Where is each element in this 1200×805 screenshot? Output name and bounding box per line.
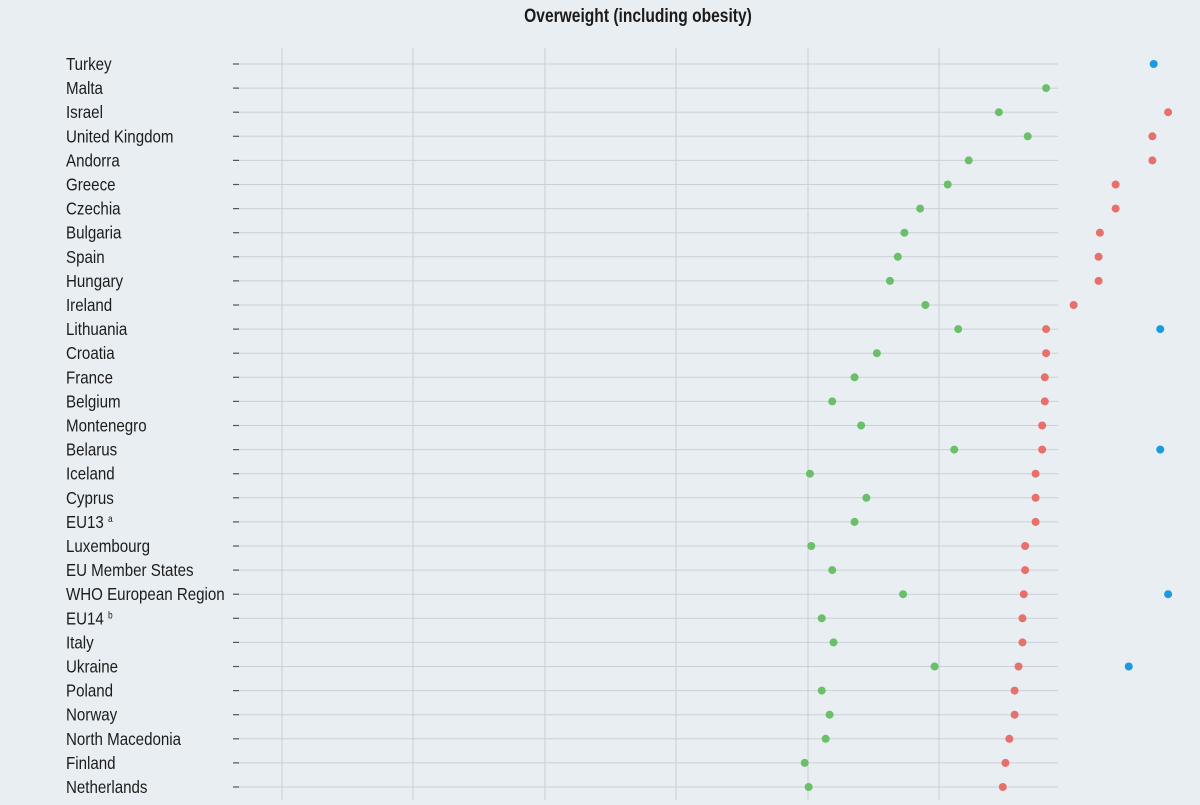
data-point: [1031, 493, 1040, 502]
data-point: [900, 228, 909, 237]
y-tick-label: Andorra: [66, 150, 120, 171]
y-tick-label: Belarus: [66, 439, 117, 460]
y-tick-label: Montenegro: [66, 415, 147, 436]
data-point: [817, 614, 826, 623]
data-point: [829, 638, 838, 647]
data-point: [921, 301, 930, 309]
y-tick-label: Norway: [66, 704, 118, 725]
data-point: [857, 421, 866, 430]
y-tick-label: EU14 b: [66, 608, 113, 629]
data-point: [1111, 204, 1120, 213]
y-tick-label: WHO European Region: [66, 584, 225, 605]
y-tick-label: Spain: [66, 247, 105, 268]
data-point: [804, 783, 813, 791]
data-point: [994, 108, 1003, 117]
data-point: [1164, 108, 1173, 117]
y-tick-label: United Kingdom: [66, 126, 174, 147]
y-tick-label: Luxembourg: [66, 536, 150, 557]
data-point: [1148, 132, 1157, 141]
y-tick-label: Croatia: [66, 343, 115, 364]
data-point: [1094, 252, 1103, 261]
y-tick-label: Greece: [66, 174, 116, 195]
data-point: [1021, 566, 1030, 575]
data-point: [1042, 349, 1051, 358]
data-point: [950, 445, 959, 454]
data-point: [1164, 590, 1173, 599]
data-point: [800, 758, 809, 767]
data-point: [1001, 758, 1010, 767]
y-tick-label: Ukraine: [66, 656, 118, 677]
y-tick-label: Ireland: [66, 295, 112, 316]
data-point: [1005, 734, 1014, 743]
data-point: [1156, 325, 1165, 334]
y-tick-label: Lithuania: [66, 319, 128, 340]
data-point: [893, 252, 902, 261]
data-point: [825, 710, 834, 719]
y-tick-label: North Macedonia: [66, 729, 182, 750]
data-point: [1042, 84, 1051, 93]
data-point: [1023, 132, 1032, 141]
data-point: [1042, 325, 1051, 334]
y-tick-label: EU Member States: [66, 560, 194, 581]
y-tick-label: France: [66, 367, 113, 388]
data-point: [850, 517, 859, 526]
data-point: [1094, 276, 1103, 285]
data-point: [1124, 662, 1133, 671]
data-point: [899, 590, 908, 599]
y-tick-label: Turkey: [66, 54, 112, 75]
data-point: [1040, 397, 1049, 406]
data-point: [916, 204, 925, 213]
data-point: [1148, 156, 1157, 165]
data-point: [964, 156, 973, 165]
y-tick-label: Poland: [66, 680, 113, 701]
data-point: [817, 686, 826, 695]
data-point: [1018, 638, 1027, 647]
y-tick-label: Malta: [66, 78, 104, 99]
data-point: [1149, 60, 1158, 68]
data-point: [1038, 445, 1047, 454]
data-point: [828, 566, 837, 575]
data-point: [850, 373, 859, 382]
data-point: [998, 783, 1007, 791]
data-point: [954, 325, 963, 334]
data-point: [1040, 373, 1049, 382]
data-point: [1019, 590, 1028, 599]
data-point: [807, 542, 816, 550]
y-tick-label: Iceland: [66, 463, 115, 484]
chart-title: Overweight (including obesity): [524, 6, 752, 27]
data-point: [1021, 542, 1030, 550]
data-point: [1038, 421, 1047, 430]
data-point: [1095, 228, 1104, 237]
data-point: [862, 493, 871, 502]
y-tick-label: Hungary: [66, 271, 124, 292]
y-tick-label: Netherlands: [66, 777, 147, 798]
data-point: [930, 662, 939, 671]
data-point: [1010, 710, 1019, 719]
y-tick-label: Israel: [66, 102, 103, 123]
data-point: [1111, 180, 1120, 189]
data-point: [821, 734, 830, 743]
data-point: [1156, 445, 1165, 454]
data-point: [1014, 662, 1023, 671]
data-point: [943, 180, 952, 189]
y-tick-label: Bulgaria: [66, 222, 122, 243]
data-point: [1031, 469, 1040, 478]
y-tick-label: Finland: [66, 753, 116, 774]
data-point: [885, 276, 894, 285]
y-tick-label: Italy: [66, 632, 94, 653]
data-point: [1031, 517, 1040, 526]
data-point: [872, 349, 881, 358]
data-point: [1018, 614, 1027, 623]
data-point: [805, 469, 814, 478]
data-point: [828, 397, 837, 406]
y-tick-label: Cyprus: [66, 488, 114, 509]
data-point: [1010, 686, 1019, 695]
y-tick-label: Czechia: [66, 198, 121, 219]
data-point: [1069, 301, 1078, 309]
y-tick-label: EU13 a: [66, 512, 113, 533]
y-tick-label: Belgium: [66, 391, 121, 412]
